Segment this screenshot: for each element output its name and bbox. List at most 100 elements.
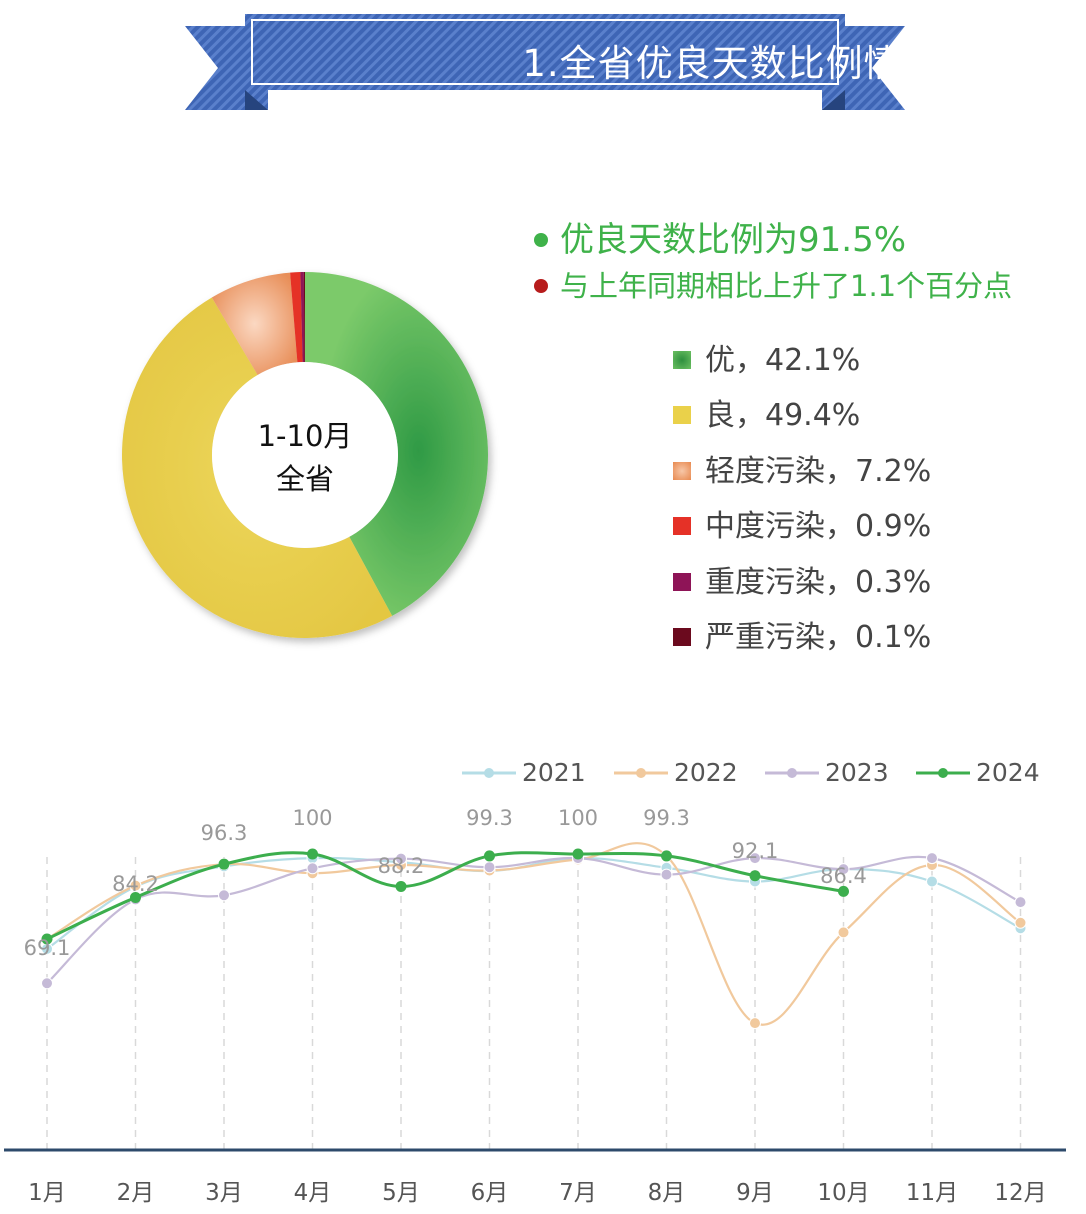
data-point-2023 <box>218 889 230 902</box>
donut-slice-heavy-pollution <box>300 272 305 363</box>
legend-swatch <box>673 406 691 425</box>
data-point-2023 <box>41 977 53 990</box>
donut-center-period: 1-10月 <box>257 419 353 453</box>
data-point-2023 <box>306 862 319 875</box>
legend-label: 严重污染，0.1% <box>705 619 932 655</box>
data-label: 86.4 <box>820 864 867 888</box>
page-title: 1.全省优良天数比例情况 <box>522 42 940 85</box>
summary-ratio-text: 优良天数比例为91.5% <box>560 220 907 260</box>
donut-slice-moderate-pollution <box>290 272 303 363</box>
x-tick-label: 10月 <box>817 1180 869 1206</box>
data-point-2023 <box>1014 896 1027 909</box>
legend-series-label: 2024 <box>976 758 1040 787</box>
data-point-2024 <box>307 848 318 860</box>
data-point-2022 <box>1014 916 1027 929</box>
line-marker-icon <box>765 768 819 778</box>
legend-item-good: 良，49.4% <box>673 390 931 445</box>
donut-legend: 优，42.1% 良，49.4% 轻度污染，7.2% 中度污染，0.9% 重度污染… <box>673 335 931 667</box>
data-point-2023 <box>483 861 496 874</box>
legend-label: 中度污染，0.9% <box>705 509 932 545</box>
donut-hole <box>212 362 398 548</box>
donut-slice-severe-pollution <box>303 272 305 363</box>
legend-series-label: 2021 <box>522 758 586 787</box>
legend-swatch <box>673 517 691 536</box>
x-tick-label: 7月 <box>559 1180 597 1206</box>
data-label: 99.3 <box>643 806 690 830</box>
legend-item-light-pollution: 轻度污染，7.2% <box>673 446 931 501</box>
bullet-dot-icon <box>534 233 548 247</box>
donut-center-label: 1-10月 全省 <box>200 415 410 505</box>
data-point-2024 <box>749 870 761 882</box>
x-tick-label: 3月 <box>205 1180 243 1206</box>
x-tick-label: 5月 <box>382 1180 420 1206</box>
series-line-2023 <box>46 855 1021 985</box>
line-marker-icon <box>462 768 516 778</box>
data-point-2023 <box>926 852 938 865</box>
legend-item-moderate-pollution: 中度污染，0.9% <box>673 501 931 556</box>
data-point-2024 <box>218 858 230 870</box>
data-point-2024 <box>395 880 407 892</box>
summary-change: 与上年同期相比上升了1.1个百分点 <box>530 264 1086 308</box>
title-banner: 1.全省优良天数比例情况 <box>180 8 939 118</box>
legend-series-label: 2022 <box>674 758 738 787</box>
data-point-2023 <box>660 868 673 881</box>
bullet-dot-icon <box>534 279 548 293</box>
x-tick-label: 11月 <box>906 1180 958 1206</box>
data-point-2023 <box>749 852 761 865</box>
data-label: 100 <box>292 806 332 830</box>
data-label: 69.1 <box>24 936 71 960</box>
legend-item-severe-pollution: 严重污染，0.1% <box>673 612 931 667</box>
data-point-2021 <box>926 875 938 888</box>
data-point-2024 <box>661 850 672 862</box>
x-tick-label: 12月 <box>994 1180 1046 1206</box>
donut-slice-excellent <box>305 272 488 616</box>
data-label: 92.1 <box>732 839 779 863</box>
data-label: 88.2 <box>378 854 425 878</box>
summary-block: 优良天数比例为91.5% 与上年同期相比上升了1.1个百分点 <box>530 216 1086 308</box>
banner-ribbon-graphic <box>185 14 905 110</box>
legend-swatch <box>673 351 691 369</box>
x-tick-label: 6月 <box>471 1180 509 1206</box>
legend-label: 轻度污染，7.2% <box>705 453 932 489</box>
data-point-2022 <box>749 1017 761 1030</box>
data-point-2022 <box>129 879 142 892</box>
data-point-2022 <box>837 926 850 939</box>
legend-label: 良，49.4% <box>705 398 861 434</box>
data-point-2024 <box>41 933 53 945</box>
monthly-line-chart: 69.1 84.2 96.3 100 88.2 99.3 100 99.3 92.1 86.4 1月… <box>4 806 1066 1206</box>
line-marker-icon <box>916 768 970 778</box>
donut-chart <box>122 272 488 638</box>
legend-swatch <box>673 572 691 591</box>
data-label: 96.3 <box>201 821 248 845</box>
donut-slice-light-pollution <box>211 272 298 375</box>
donut-center-region: 全省 <box>275 462 334 496</box>
legend-label: 重度污染，0.3% <box>705 564 932 600</box>
summary-ratio: 优良天数比例为91.5% <box>530 216 1086 264</box>
x-tick-label: 8月 <box>648 1180 686 1206</box>
x-tick-label: 2月 <box>117 1180 155 1206</box>
data-point-2024 <box>484 850 495 862</box>
legend-swatch <box>673 627 691 646</box>
line-marker-icon <box>614 768 668 778</box>
legend-series-label: 2023 <box>825 758 889 787</box>
x-tick-label: 1月 <box>28 1180 66 1206</box>
line-chart-legend: 2021 2022 2023 2024 <box>460 755 1070 791</box>
series-line-2024 <box>46 851 844 941</box>
legend-label: 优，42.1% <box>705 343 861 378</box>
series-line-2021 <box>46 856 1022 950</box>
x-tick-label: 4月 <box>294 1180 332 1206</box>
legend-swatch <box>673 461 691 480</box>
legend-item-heavy-pollution: 重度污染，0.3% <box>673 557 931 612</box>
data-point-2023 <box>837 863 850 876</box>
data-label: 84.2 <box>112 872 159 896</box>
data-point-2023 <box>395 852 407 865</box>
summary-change-text: 与上年同期相比上升了1.1个百分点 <box>560 269 1013 303</box>
data-label: 100 <box>558 806 598 830</box>
data-point-2024 <box>838 885 849 897</box>
data-label: 99.3 <box>466 806 513 830</box>
data-point-2024 <box>130 891 141 903</box>
donut-slice-good <box>122 297 393 638</box>
x-tick-label: 9月 <box>736 1180 774 1206</box>
legend-item-excellent: 优，42.1% <box>673 335 931 390</box>
data-point-2024 <box>572 848 584 860</box>
